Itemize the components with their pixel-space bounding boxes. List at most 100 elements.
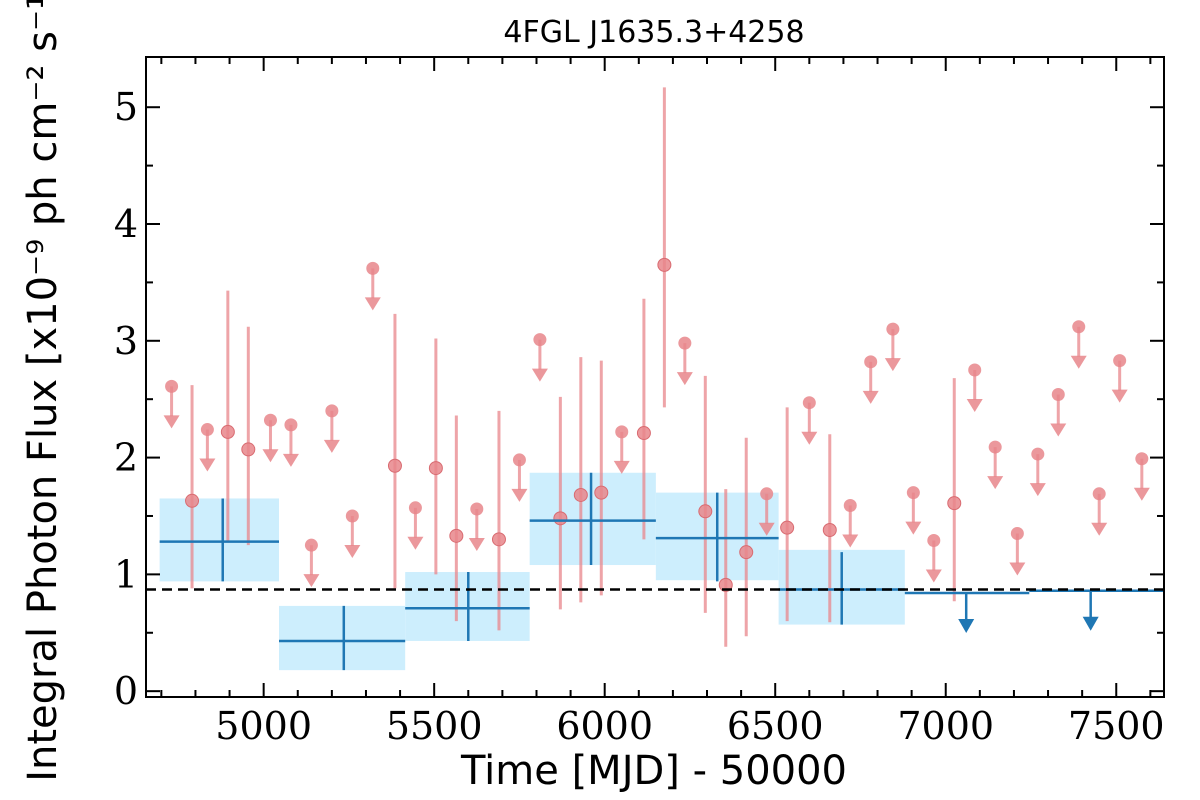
fine-upper-limit-point [200, 423, 214, 437]
coarse-bin-band [529, 472, 656, 566]
fine-upper-limit-point [843, 498, 857, 512]
fine-upper-limit-point [512, 453, 526, 467]
fine-upper-limit-arrow [613, 460, 630, 474]
fine-upper-limit-point [968, 363, 982, 377]
fine-upper-limit-arrow [407, 536, 424, 550]
x-axis-label: Time [MJD] - 50000 [460, 748, 847, 794]
fine-upper-limit-point [263, 413, 277, 427]
fine-upper-limit-point [886, 322, 900, 336]
y-axis-label: Integral Photon Flux [x10⁻⁹ ph cm⁻² s⁻¹] [20, 0, 66, 782]
fine-upper-limit-arrow [1029, 483, 1046, 497]
fine-data-point [947, 496, 962, 511]
fine-data-point [491, 532, 506, 547]
fine-upper-limit-arrow [676, 372, 693, 386]
fine-upper-limit-arrow [199, 458, 216, 472]
x-tick-label: 6000 [556, 704, 653, 748]
x-tick-label: 5500 [386, 704, 483, 748]
fine-data-point [636, 426, 651, 441]
fine-data-point [428, 461, 443, 476]
coarse-upper-limit-arrow [1082, 616, 1099, 631]
fine-data-point [657, 257, 672, 272]
fine-data-point [220, 424, 235, 439]
fine-upper-limit-arrow [468, 537, 485, 551]
fine-upper-limit-arrow [531, 368, 548, 382]
fine-upper-limit-arrow [966, 398, 983, 412]
fine-upper-limit-point [988, 440, 1002, 454]
fine-upper-limit-point [325, 404, 339, 418]
fine-data-point [594, 485, 609, 500]
fine-data-point [573, 487, 588, 502]
fine-upper-limit-arrow [1009, 562, 1026, 576]
fine-upper-limit-arrow [1111, 389, 1128, 403]
fine-upper-limit-point [345, 509, 359, 523]
fine-upper-limit-arrow [303, 574, 320, 588]
fine-upper-limit-point [470, 502, 484, 516]
fine-upper-limit-point [408, 501, 422, 515]
chart-title: 4FGL J1635.3+4258 [503, 15, 804, 50]
y-tick-label: 5 [114, 85, 138, 129]
axes: 5000 5500 6000 6500 7000 7500 0 1 2 3 4 5 [114, 57, 1165, 748]
fine-upper-limit-arrow [905, 521, 922, 535]
fine-upper-limit-point [366, 261, 380, 275]
fine-upper-limit-point [304, 538, 318, 552]
y-tick-label: 0 [114, 669, 138, 713]
y-tick-label: 4 [114, 202, 138, 246]
fine-upper-limit-point [1135, 452, 1149, 466]
fine-upper-limit-arrow [364, 297, 381, 311]
y-tick-label: 2 [114, 436, 138, 480]
x-tick-label: 6500 [727, 704, 824, 748]
fine-data-point [553, 511, 568, 526]
fine-upper-limit-point [1072, 320, 1086, 334]
fine-data-point [739, 545, 754, 560]
x-tick-label: 7000 [897, 704, 994, 748]
fine-upper-limit-point [678, 336, 692, 350]
fine-upper-limit-arrow [801, 431, 818, 445]
fine-upper-limit-arrow [163, 415, 180, 429]
fine-upper-limit-point [906, 486, 920, 500]
coarse-bin-band [159, 498, 280, 582]
fine-data-point [449, 528, 464, 543]
fine-upper-limit-point [802, 396, 816, 410]
fine-upper-limit-point [1051, 388, 1065, 402]
coarse-upper-limit-arrow [958, 619, 975, 634]
y-tick-label: 3 [114, 319, 138, 363]
fine-upper-limit-arrow [282, 453, 299, 467]
fine-upper-limit-point [864, 355, 878, 369]
fine-upper-limit-arrow [842, 534, 859, 548]
fine-upper-limit-arrow [758, 522, 775, 536]
fine-upper-limit-point [284, 418, 298, 432]
coarse-bin-band [279, 605, 406, 671]
fine-upper-limit-arrow [344, 544, 361, 558]
x-tick-label: 7500 [1068, 704, 1165, 748]
plot-frame [145, 56, 1165, 698]
fine-upper-limit-arrow [1091, 522, 1108, 536]
fine-upper-limit-point [533, 333, 547, 347]
fine-upper-limit-arrow [884, 358, 901, 372]
fine-upper-limit-arrow [925, 569, 942, 583]
fine-upper-limit-arrow [987, 476, 1004, 490]
fine-upper-limit-point [1031, 447, 1045, 461]
fine-upper-limit-point [165, 379, 179, 393]
fine-upper-limit-point [1092, 487, 1106, 501]
fine-data-point [698, 504, 713, 519]
plot-area [146, 87, 1164, 671]
fine-upper-limit-point [1010, 526, 1024, 540]
fine-data-point [822, 522, 837, 537]
fine-data-point [387, 458, 402, 473]
fine-upper-limit-point [615, 425, 629, 439]
fine-upper-limit-arrow [862, 390, 879, 404]
fine-upper-limit-arrow [262, 449, 279, 463]
fine-upper-limit-arrow [323, 439, 340, 453]
fine-data-point [718, 577, 733, 592]
fine-upper-limit-point [927, 534, 941, 548]
x-tick-label: 5000 [215, 704, 312, 748]
fine-upper-limit-arrow [511, 488, 528, 502]
fine-upper-limit-point [1113, 354, 1127, 368]
fine-upper-limit-arrow [1070, 355, 1087, 369]
fine-data-point [241, 442, 256, 457]
fine-upper-limit-point [760, 487, 774, 501]
fine-data-point [185, 493, 200, 508]
fine-data-point [780, 520, 795, 535]
fine-upper-limit-arrow [1133, 487, 1150, 501]
